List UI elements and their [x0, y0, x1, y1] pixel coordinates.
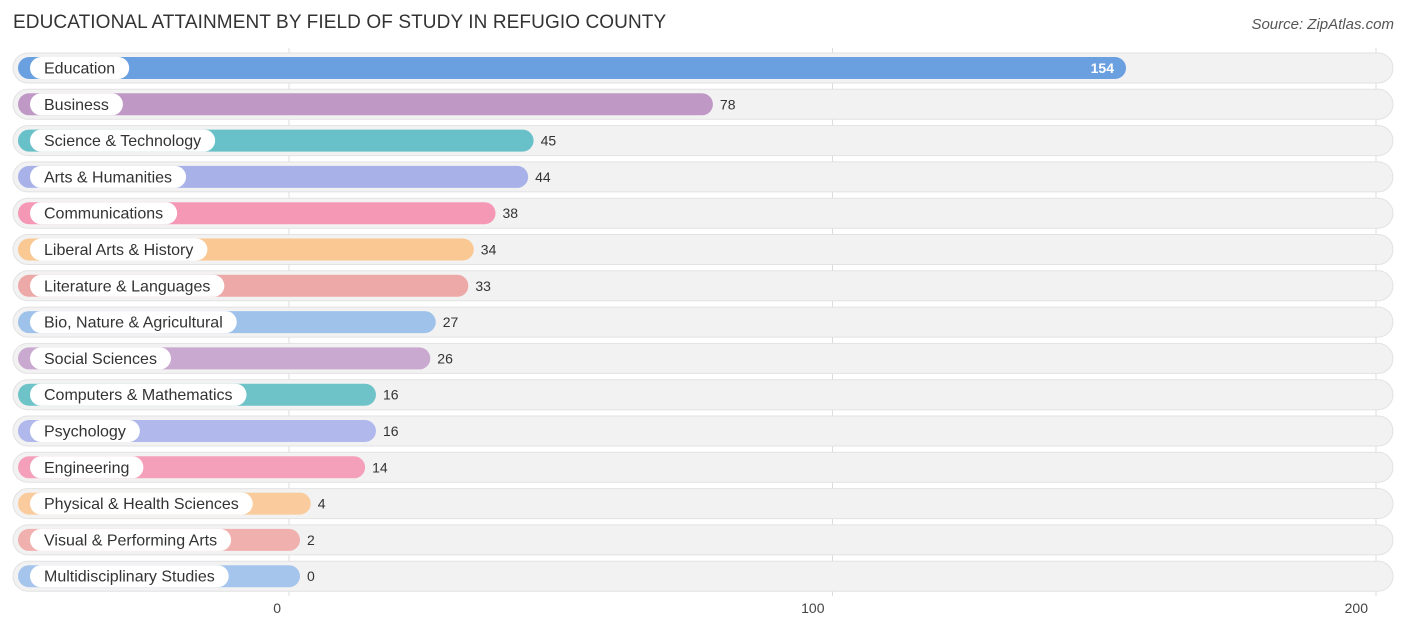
bar-label: Liberal Arts & History	[44, 242, 193, 259]
bar-label-pill	[30, 202, 178, 225]
bar-row: Bio, Nature & Agricultural 27	[18, 311, 459, 334]
bar-label: Visual & Performing Arts	[44, 532, 217, 549]
bar-value: 2	[307, 532, 315, 548]
bar-row: Education 154	[18, 57, 1126, 79]
tick-label-200: 200	[1345, 600, 1369, 616]
bar-label: Computers & Mathematics	[44, 387, 233, 404]
bar-label: Business	[44, 97, 109, 114]
bar-row: Literature & Languages 33	[18, 274, 491, 297]
bar-label: Literature & Languages	[44, 278, 210, 295]
bar-row: Science & Technology 45	[18, 129, 557, 152]
bar-track	[12, 524, 1394, 556]
bar-label: Physical & Health Sciences	[44, 496, 239, 513]
bar-track	[12, 560, 1394, 592]
bar-label-pill	[30, 492, 253, 515]
bar	[18, 57, 1126, 79]
bar-value: 0	[307, 568, 315, 584]
bar-row: Multidisciplinary Studies 0	[18, 565, 315, 588]
bar-track	[12, 488, 1394, 520]
bar-row: Social Sciences 26	[18, 347, 453, 370]
bar-label-pill	[30, 311, 237, 334]
bar-label-pill	[30, 165, 187, 188]
bar-row: Physical & Health Sciences 4	[18, 492, 326, 515]
bar-value: 78	[720, 96, 736, 112]
bar-label-pill	[30, 347, 171, 370]
bar-value: 44	[535, 169, 551, 185]
source-credit: Source: ZipAtlas.com	[1251, 16, 1394, 33]
bar-row: Business 78	[18, 93, 736, 116]
bars: Education 154 Business 78 Science & Technolo…	[18, 57, 1126, 588]
bar-row: Engineering 14	[18, 456, 388, 479]
bar-value: 154	[1091, 60, 1115, 76]
tick-label-100: 100	[801, 600, 825, 616]
bar-value: 16	[383, 387, 399, 403]
bar-label: Psychology	[44, 424, 126, 441]
bar-row: Psychology 16	[18, 420, 399, 442]
bar-value: 34	[481, 242, 497, 258]
bar-label: Education	[44, 61, 115, 78]
bar-label-pill	[30, 383, 247, 406]
bar-value: 16	[383, 423, 399, 439]
bar-value: 38	[503, 205, 519, 221]
bar-value: 27	[443, 314, 459, 330]
bar-row: Visual & Performing Arts 2	[18, 528, 315, 551]
bar-label: Bio, Nature & Agricultural	[44, 315, 223, 332]
bar-label: Communications	[44, 206, 163, 223]
bar-label: Multidisciplinary Studies	[44, 569, 215, 586]
bar-row: Liberal Arts & History 34	[18, 238, 497, 261]
bar-row: Communications 38	[18, 202, 519, 225]
bar-value: 33	[475, 278, 491, 294]
bar-label-pill	[30, 456, 144, 479]
bar-label-pill	[30, 528, 232, 551]
bar-row: Arts & Humanities 44	[18, 165, 551, 188]
bar-label-pill	[30, 57, 130, 79]
bar-label-pill	[30, 238, 208, 261]
bar-label: Engineering	[44, 460, 129, 477]
tick-label-0: 0	[273, 600, 281, 616]
bar-label-pill	[30, 565, 229, 588]
bar-row: Computers & Mathematics 16	[18, 383, 399, 406]
chart-title: EDUCATIONAL ATTAINMENT BY FIELD OF STUDY…	[13, 12, 667, 33]
bar-label-pill	[30, 420, 140, 442]
bar-value: 14	[372, 459, 388, 475]
bar-value: 45	[541, 133, 557, 149]
bar-value: 26	[437, 350, 453, 366]
bar-label-pill	[30, 129, 216, 152]
x-axis: 0 100 200	[273, 600, 1368, 616]
bar	[18, 93, 713, 116]
bar-value: 4	[318, 496, 326, 512]
bar-label-pill	[30, 274, 225, 297]
bar-label-pill	[30, 93, 123, 116]
bar-label: Social Sciences	[44, 351, 157, 368]
bar-label: Science & Technology	[44, 133, 201, 150]
bar-label: Arts & Humanities	[44, 169, 172, 186]
